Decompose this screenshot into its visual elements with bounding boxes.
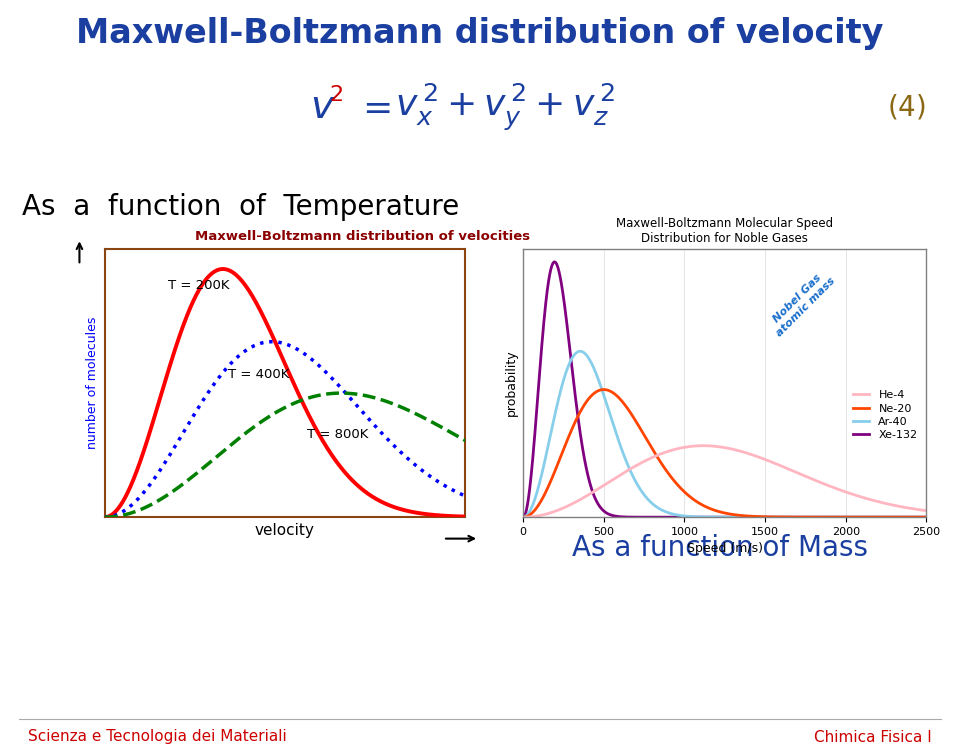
Title: Maxwell-Boltzmann Molecular Speed
Distribution for Noble Gases: Maxwell-Boltzmann Molecular Speed Distri…: [616, 217, 833, 245]
Text: T = 400K: T = 400K: [228, 368, 290, 381]
Text: T = 200K: T = 200K: [168, 279, 229, 292]
Text: $=$: $=$: [355, 90, 391, 124]
X-axis label: velocity: velocity: [254, 522, 315, 538]
Y-axis label: probability: probability: [505, 350, 517, 417]
Text: Nobel Gas
atomic mass: Nobel Gas atomic mass: [766, 267, 837, 338]
Y-axis label: number of molecules: number of molecules: [86, 317, 99, 449]
Text: Maxwell-Boltzmann distribution of velocities: Maxwell-Boltzmann distribution of veloci…: [195, 230, 530, 244]
Text: $\it{v}_x^{\,2}+\it{v}_y^{\,2}+\it{v}_z^{\,2}$: $\it{v}_x^{\,2}+\it{v}_y^{\,2}+\it{v}_z^…: [395, 82, 614, 133]
Text: Scienza e Tecnologia dei Materiali: Scienza e Tecnologia dei Materiali: [28, 729, 287, 744]
Text: As a function of Mass: As a function of Mass: [572, 534, 868, 562]
Text: As  a  function  of  Temperature: As a function of Temperature: [22, 193, 459, 221]
Text: $(4)$: $(4)$: [887, 93, 926, 122]
X-axis label: Speed (m/s): Speed (m/s): [686, 542, 763, 556]
Text: Chimica Fisica I: Chimica Fisica I: [814, 729, 932, 744]
Text: T = 800K: T = 800K: [307, 428, 369, 441]
Text: Maxwell-Boltzmann distribution of velocity: Maxwell-Boltzmann distribution of veloci…: [76, 17, 884, 50]
Text: $\it{v}$: $\it{v}$: [310, 88, 335, 126]
Legend: He-4, Ne-20, Ar-40, Xe-132: He-4, Ne-20, Ar-40, Xe-132: [850, 387, 921, 444]
Text: $2$: $2$: [329, 85, 343, 105]
